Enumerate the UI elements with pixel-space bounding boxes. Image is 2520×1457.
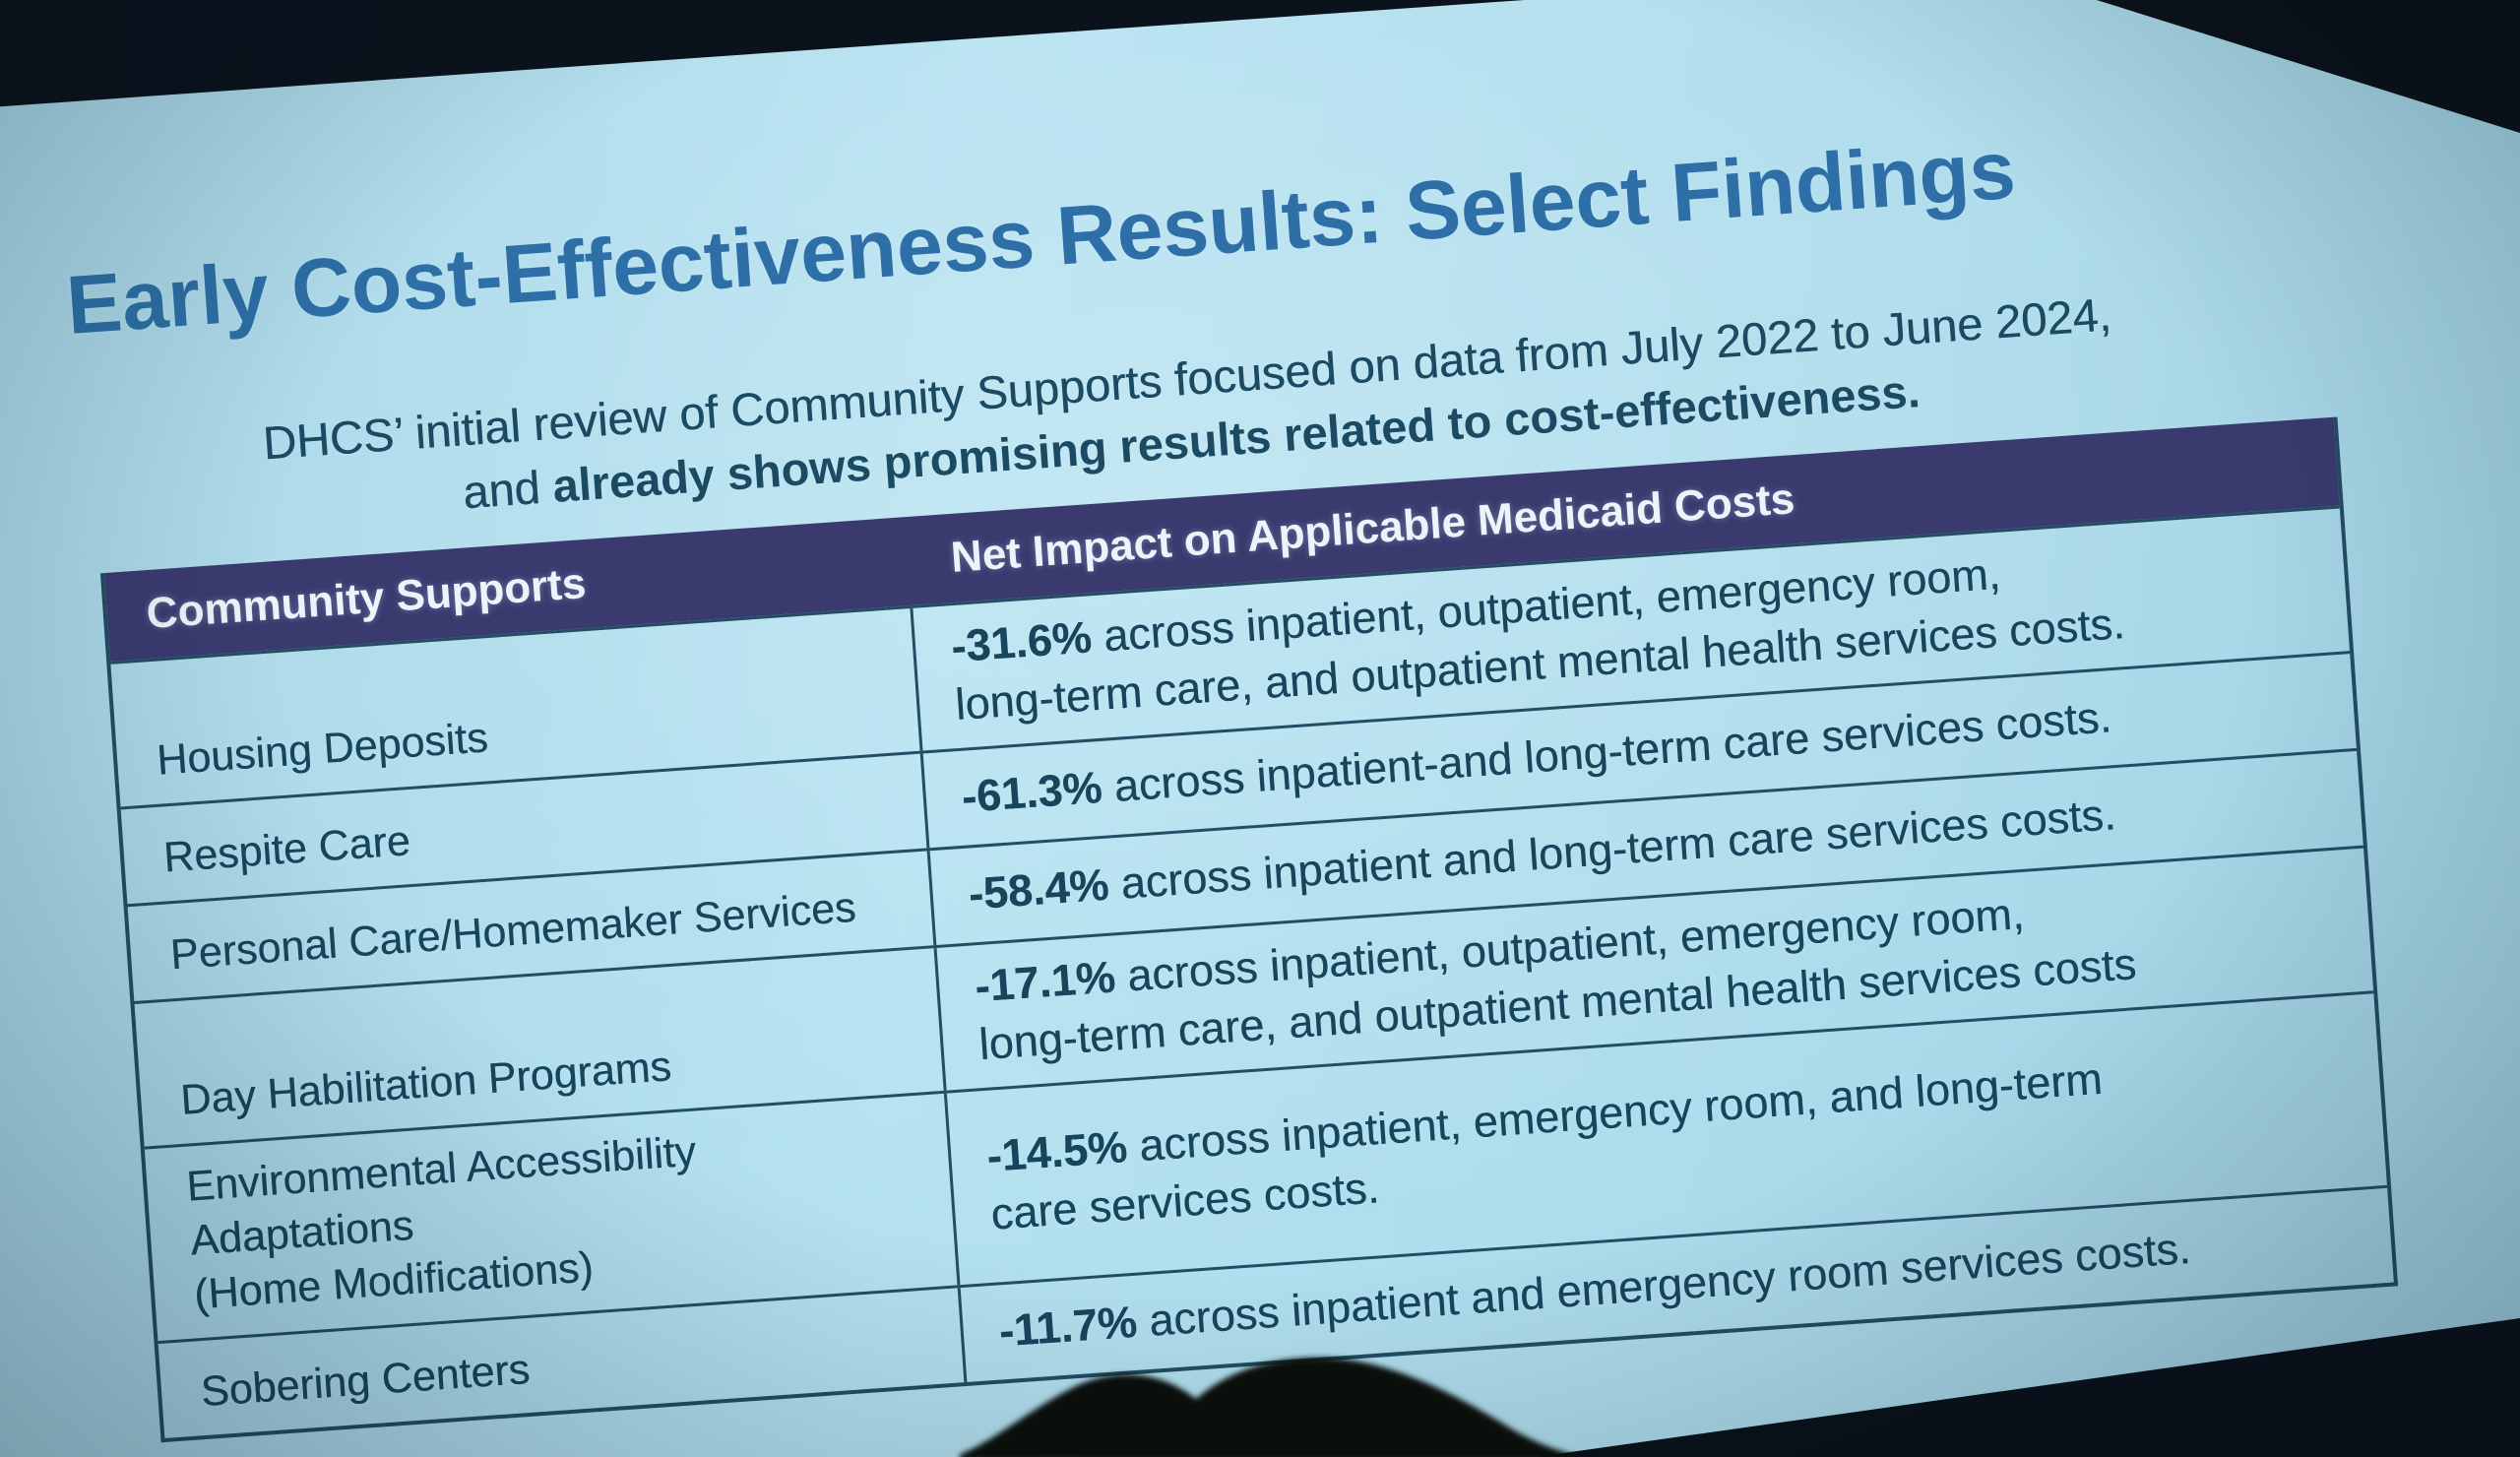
impact-percentage: -61.3% xyxy=(960,762,1104,822)
subtitle-line-2-prefix: and xyxy=(461,460,555,519)
table-body: Housing Deposits -31.6% across inpatient… xyxy=(110,505,2394,1438)
impact-value: -14.5% across inpatient, emergency room,… xyxy=(985,1049,2109,1244)
impact-percentage: -17.1% xyxy=(973,951,1117,1012)
findings-table: Community Supports Net Impact on Applica… xyxy=(99,416,2399,1442)
impact-percentage: -14.5% xyxy=(984,1120,1129,1181)
audience-head-silhouette xyxy=(960,1358,1584,1457)
impact-percentage: -31.6% xyxy=(949,611,1094,672)
impact-description: across inpatient, emergency room, and lo… xyxy=(988,1052,2105,1239)
impact-percentage: -58.4% xyxy=(967,858,1111,919)
